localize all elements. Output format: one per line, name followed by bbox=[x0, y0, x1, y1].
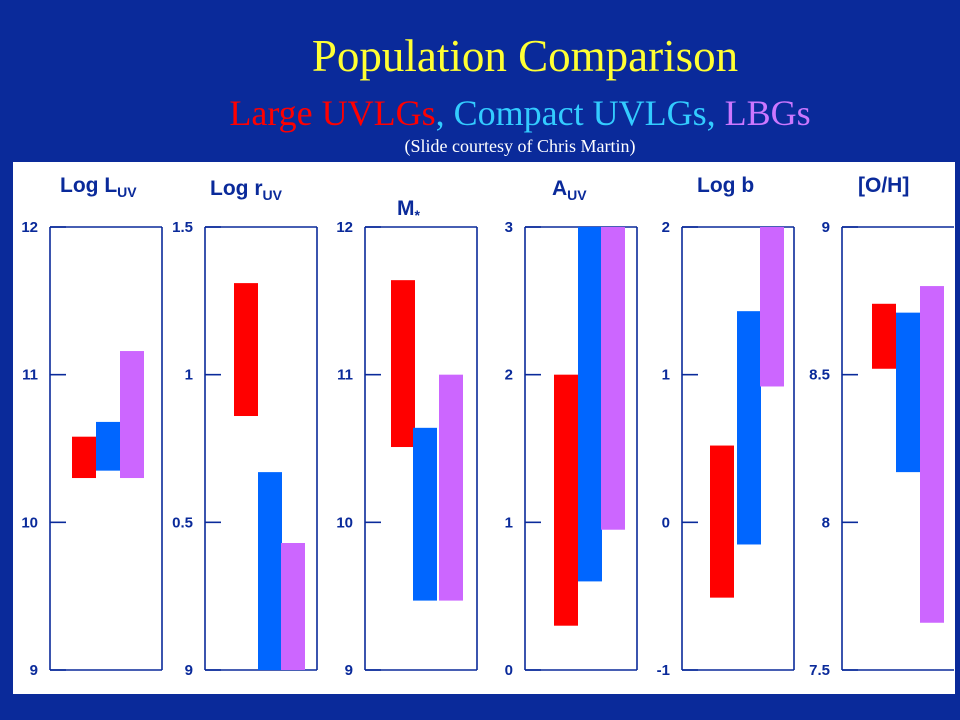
range-bar bbox=[872, 303, 896, 369]
panel: 9 0.5 1 1.5 Log rUV bbox=[172, 177, 318, 679]
range-bar bbox=[72, 436, 96, 479]
slide-title: Population Comparison bbox=[311, 31, 739, 81]
panel-title: Log rUV bbox=[210, 177, 283, 203]
tick-label: 8.5 bbox=[809, 367, 830, 384]
panel-title-subscript: UV bbox=[117, 184, 137, 200]
tick-label: 9 bbox=[345, 662, 353, 679]
panel: 7.5 8 8.5 9 [O/H] bbox=[809, 174, 954, 679]
subtitle-compact-uvlgs: Compact UVLGs bbox=[453, 93, 707, 133]
subtitle-separator: , bbox=[435, 93, 454, 133]
slide-subtitle: Large UVLGs, Compact UVLGs, LBGs bbox=[0, 92, 960, 134]
panel-title-subscript: * bbox=[415, 207, 421, 223]
tick-label: 9 bbox=[822, 219, 830, 236]
chart-background bbox=[13, 162, 955, 694]
panel: 0 1 2 3 AUV bbox=[505, 177, 638, 679]
tick-label: 12 bbox=[21, 219, 38, 236]
panel-title: Log LUV bbox=[60, 174, 137, 200]
tick-label: 2 bbox=[505, 367, 513, 384]
panel-title: [O/H] bbox=[858, 174, 909, 197]
tick-label: 0 bbox=[505, 662, 513, 679]
range-bar bbox=[281, 543, 305, 670]
range-bar bbox=[896, 312, 920, 473]
panel-title-main: Log L bbox=[60, 174, 117, 197]
tick-label: 9 bbox=[185, 662, 193, 679]
panel: 9 10 11 12 Log LUV bbox=[21, 174, 163, 679]
tick-label: 1 bbox=[185, 367, 193, 384]
panel-title-main: Log r bbox=[210, 177, 263, 200]
range-bar bbox=[737, 311, 761, 545]
tick-label: 10 bbox=[336, 514, 353, 531]
range-bar bbox=[601, 227, 625, 530]
range-bar bbox=[413, 427, 437, 601]
panel-title-subscript: UV bbox=[263, 187, 283, 203]
tick-label: 1 bbox=[662, 367, 670, 384]
tick-label: 8 bbox=[822, 514, 830, 531]
tick-label: 3 bbox=[505, 219, 513, 236]
range-bar bbox=[258, 472, 282, 670]
range-bar bbox=[391, 280, 415, 448]
subtitle-large-uvlgs: Large UVLGs bbox=[229, 93, 436, 133]
slide-credit: (Slide courtesy of Chris Martin) bbox=[404, 136, 636, 156]
panel-title-subscript: UV bbox=[567, 187, 587, 203]
tick-label: 11 bbox=[22, 367, 38, 384]
range-bar bbox=[760, 227, 784, 387]
tick-label: 10 bbox=[21, 514, 38, 531]
range-bar bbox=[234, 283, 258, 417]
panel-title: M* bbox=[397, 197, 421, 223]
range-bar bbox=[439, 374, 463, 601]
panel-title: AUV bbox=[552, 177, 587, 203]
range-bar bbox=[120, 351, 144, 479]
range-bar bbox=[920, 286, 944, 623]
panel-title: Log b bbox=[697, 174, 754, 197]
range-bar bbox=[554, 374, 578, 626]
panel-title-main: A bbox=[552, 177, 567, 200]
tick-label: 1.5 bbox=[172, 219, 193, 236]
tick-label: 1 bbox=[505, 514, 513, 531]
range-bar bbox=[96, 421, 120, 471]
panel-title-main: M bbox=[397, 197, 415, 220]
subtitle-separator: , bbox=[706, 93, 725, 133]
tick-label: 12 bbox=[336, 219, 353, 236]
tick-label: 0.5 bbox=[172, 514, 193, 531]
tick-label: 9 bbox=[30, 662, 38, 679]
panel-title-main: [O/H] bbox=[858, 174, 909, 197]
tick-label: 2 bbox=[662, 219, 670, 236]
range-bar bbox=[710, 445, 734, 598]
tick-label: -1 bbox=[657, 662, 670, 679]
tick-label: 11 bbox=[337, 367, 353, 384]
panel-title-main: Log b bbox=[697, 174, 754, 197]
tick-label: 0 bbox=[662, 514, 670, 531]
subtitle-lbgs: LBGs bbox=[724, 93, 811, 133]
range-bar bbox=[578, 227, 602, 582]
panel: -1 0 1 2 Log b bbox=[657, 174, 795, 679]
panel: 9 10 11 12 M* bbox=[336, 197, 478, 679]
tick-label: 7.5 bbox=[809, 662, 830, 679]
